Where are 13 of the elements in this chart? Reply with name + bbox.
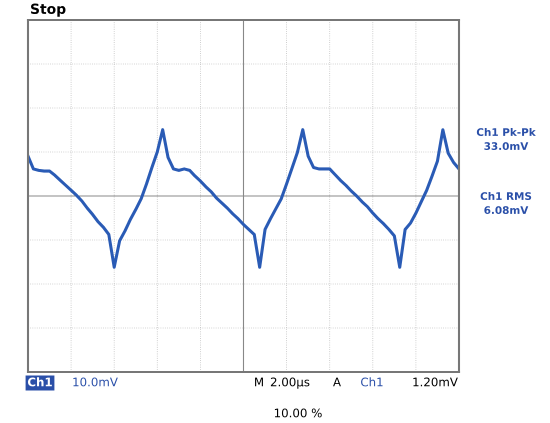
text: A: [333, 378, 341, 386]
text: 10.00 %: [274, 408, 322, 418]
text: Ch1: [361, 377, 383, 386]
text: 1.20mV: [413, 377, 458, 386]
text: 6.08mV: [484, 206, 528, 214]
text: 33.0mV: [484, 142, 528, 150]
text: Ch1 RMS: [480, 192, 532, 200]
text: M: [255, 378, 263, 386]
text: Ch1: [28, 377, 52, 386]
text: Stop: [30, 4, 66, 17]
text: 2.00µs: [270, 377, 310, 389]
text: 10.0mV: [73, 377, 118, 386]
text: Ch1 Pk-Pk: [476, 128, 536, 136]
